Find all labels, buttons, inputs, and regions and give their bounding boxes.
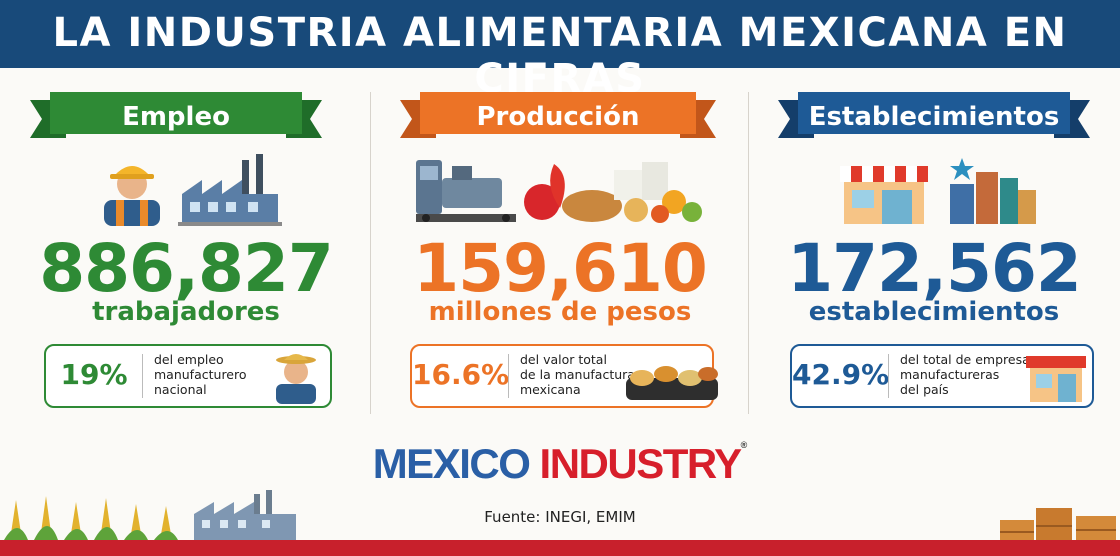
brand-part-1: MEXICO bbox=[372, 440, 531, 487]
share-description: del total de empresas manufactureras del… bbox=[900, 352, 1037, 397]
column-divider bbox=[370, 92, 371, 414]
share-description: del empleo manufacturero nacional bbox=[154, 352, 247, 397]
employment-value: 886,827 bbox=[39, 230, 334, 307]
box-divider bbox=[888, 354, 889, 398]
brand-logo: MEXICO INDUSTRY® bbox=[0, 440, 1120, 488]
source-note: Fuente: INEGI, EMIM bbox=[484, 508, 636, 526]
employment-share-box: 19% del empleo manufacturero nacional bbox=[44, 344, 332, 408]
production-unit: millones de pesos bbox=[428, 297, 692, 327]
establishments-value: 172,562 bbox=[787, 230, 1082, 307]
establishments-share-box: 42.9% del total de empresas manufacturer… bbox=[790, 344, 1094, 408]
box-divider bbox=[508, 354, 509, 398]
ribbon-establishments: Establecimientos bbox=[778, 90, 1090, 144]
store-icon bbox=[836, 156, 932, 230]
food-tray-icon bbox=[624, 356, 720, 410]
section-label: Establecimientos bbox=[808, 102, 1060, 132]
production-share-box: 16.6% del valor total de la manufactura … bbox=[410, 344, 718, 408]
ribbon-employment: Empleo bbox=[30, 90, 322, 144]
worker-icon bbox=[96, 154, 168, 230]
ribbon-production: Producción bbox=[400, 90, 716, 144]
bottom-bar bbox=[0, 540, 1120, 556]
machinery-icon bbox=[412, 156, 522, 230]
shop-icon bbox=[1024, 348, 1088, 408]
farmer-icon bbox=[268, 348, 324, 408]
employment-unit: trabajadores bbox=[92, 297, 280, 327]
section-label: Producción bbox=[476, 102, 640, 132]
corn-field-icon bbox=[0, 490, 180, 544]
food-icon bbox=[514, 156, 710, 230]
share-percent: 19% bbox=[60, 358, 128, 391]
section-label: Empleo bbox=[122, 102, 230, 132]
city-icon bbox=[944, 154, 1040, 230]
share-percent: 16.6% bbox=[412, 358, 510, 391]
box-divider bbox=[142, 354, 143, 398]
registered-mark: ® bbox=[740, 440, 748, 450]
establishments-unit: establecimientos bbox=[808, 297, 1060, 327]
share-percent: 42.9% bbox=[792, 358, 890, 391]
page-title: LA INDUSTRIA ALIMENTARIA MEXICANA EN CIF… bbox=[52, 10, 1068, 102]
title-banner bbox=[0, 0, 1120, 68]
brand-part-2: INDUSTRY bbox=[539, 440, 743, 487]
section-production: Producción 159,610 millones de pesos 16.… bbox=[374, 80, 746, 420]
production-value: 159,610 bbox=[413, 230, 708, 307]
column-divider bbox=[748, 92, 749, 414]
section-establishments: Establecimientos 172,562 establecimiento… bbox=[748, 80, 1120, 420]
section-employment: Empleo 886,827 trabajadores 19% del empl… bbox=[0, 80, 372, 420]
factory-small-icon bbox=[192, 490, 298, 544]
share-description: del valor total de la manufactura mexica… bbox=[520, 352, 635, 397]
factory-icon bbox=[178, 154, 282, 230]
